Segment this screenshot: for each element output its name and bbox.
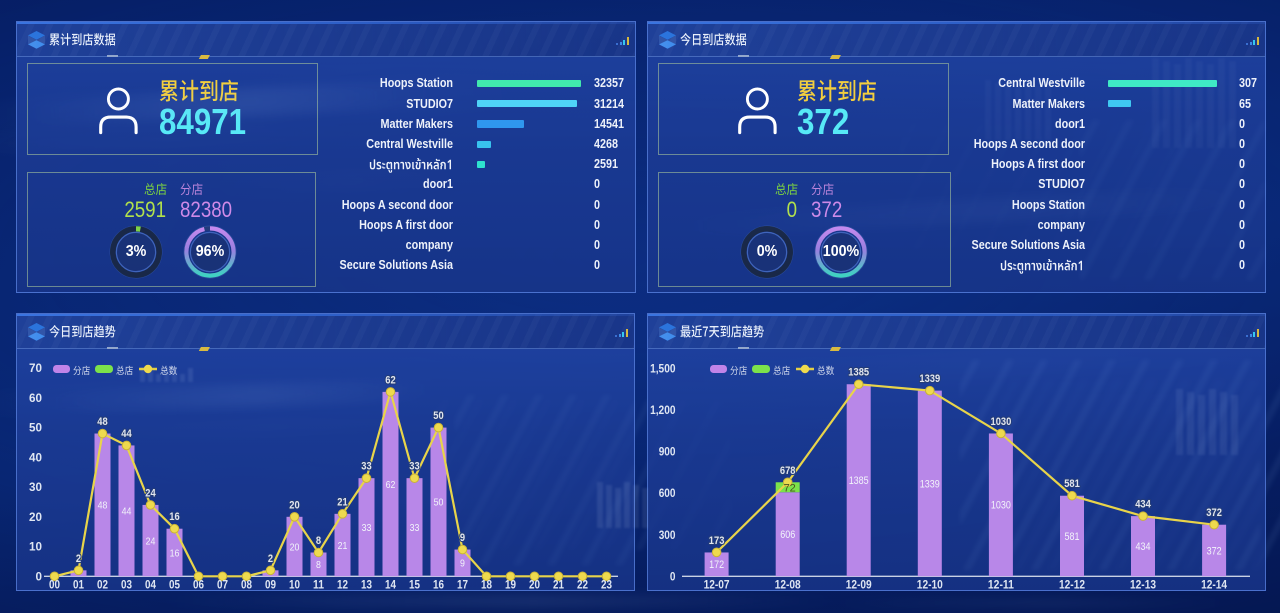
svg-text:23: 23 xyxy=(601,580,612,592)
svg-text:372: 372 xyxy=(1206,507,1222,519)
svg-text:1,200: 1,200 xyxy=(650,405,675,417)
svg-text:18: 18 xyxy=(481,580,493,592)
svg-text:16: 16 xyxy=(169,511,179,523)
svg-text:678: 678 xyxy=(780,465,796,477)
svg-text:434: 434 xyxy=(1136,541,1151,553)
svg-text:12-11: 12-11 xyxy=(988,580,1015,592)
svg-text:12-14: 12-14 xyxy=(1201,580,1228,592)
svg-text:12: 12 xyxy=(337,580,348,592)
svg-text:12-10: 12-10 xyxy=(917,580,943,592)
svg-text:600: 600 xyxy=(659,488,676,500)
svg-text:40: 40 xyxy=(29,452,42,464)
svg-text:372: 372 xyxy=(1207,545,1222,557)
svg-text:16: 16 xyxy=(433,580,444,592)
svg-text:172: 172 xyxy=(709,559,724,571)
svg-text:0: 0 xyxy=(670,571,676,583)
svg-text:2: 2 xyxy=(268,553,273,565)
svg-text:300: 300 xyxy=(659,530,676,542)
svg-text:22: 22 xyxy=(577,580,588,592)
svg-text:434: 434 xyxy=(1135,499,1151,511)
svg-text:17: 17 xyxy=(457,580,468,592)
svg-text:12-13: 12-13 xyxy=(1130,580,1156,592)
svg-text:33: 33 xyxy=(410,522,420,534)
svg-text:1385: 1385 xyxy=(848,367,869,379)
svg-text:12-08: 12-08 xyxy=(775,580,802,592)
svg-text:12-07: 12-07 xyxy=(704,580,730,592)
svg-text:14: 14 xyxy=(385,580,397,592)
svg-text:20: 20 xyxy=(529,580,540,592)
svg-text:20: 20 xyxy=(290,541,300,553)
svg-text:30: 30 xyxy=(29,482,42,494)
svg-text:48: 48 xyxy=(97,416,107,428)
svg-text:33: 33 xyxy=(409,461,419,473)
svg-text:11: 11 xyxy=(313,580,325,592)
svg-text:21: 21 xyxy=(337,496,347,508)
svg-text:21: 21 xyxy=(338,540,348,552)
svg-text:12-09: 12-09 xyxy=(846,580,872,592)
svg-text:581: 581 xyxy=(1064,478,1080,490)
svg-text:09: 09 xyxy=(265,580,276,592)
svg-text:1385: 1385 xyxy=(849,475,869,487)
svg-text:04: 04 xyxy=(145,580,157,592)
svg-text:21: 21 xyxy=(553,580,565,592)
svg-text:13: 13 xyxy=(361,580,372,592)
svg-text:1030: 1030 xyxy=(991,416,1012,428)
svg-text:19: 19 xyxy=(505,580,516,592)
svg-text:62: 62 xyxy=(385,374,395,386)
svg-text:02: 02 xyxy=(97,580,108,592)
svg-text:16: 16 xyxy=(170,547,180,559)
svg-text:05: 05 xyxy=(169,580,181,592)
svg-text:1339: 1339 xyxy=(920,478,940,490)
svg-text:0: 0 xyxy=(36,571,43,583)
svg-text:10: 10 xyxy=(29,542,42,554)
svg-text:48: 48 xyxy=(98,500,108,512)
svg-text:00: 00 xyxy=(49,580,60,592)
svg-text:24: 24 xyxy=(145,487,155,499)
svg-text:06: 06 xyxy=(193,580,204,592)
svg-text:50: 50 xyxy=(434,497,444,509)
svg-text:60: 60 xyxy=(29,393,42,405)
svg-text:581: 581 xyxy=(1065,531,1080,543)
svg-text:44: 44 xyxy=(122,506,132,518)
svg-text:07: 07 xyxy=(217,580,228,592)
svg-text:1339: 1339 xyxy=(919,373,940,385)
svg-text:173: 173 xyxy=(709,535,725,547)
svg-text:20: 20 xyxy=(289,499,299,511)
svg-text:33: 33 xyxy=(361,461,371,473)
svg-text:50: 50 xyxy=(433,410,443,422)
svg-text:900: 900 xyxy=(659,447,676,459)
svg-text:33: 33 xyxy=(362,522,372,534)
svg-text:01: 01 xyxy=(73,580,85,592)
svg-text:1,500: 1,500 xyxy=(650,363,675,375)
svg-text:24: 24 xyxy=(146,535,156,547)
svg-text:50: 50 xyxy=(29,423,42,435)
svg-text:44: 44 xyxy=(121,428,131,440)
svg-text:08: 08 xyxy=(241,580,253,592)
svg-text:03: 03 xyxy=(121,580,132,592)
svg-text:8: 8 xyxy=(316,559,321,571)
svg-text:62: 62 xyxy=(386,479,396,491)
svg-text:606: 606 xyxy=(780,529,795,541)
svg-text:70: 70 xyxy=(29,363,42,375)
svg-text:2: 2 xyxy=(76,553,81,565)
svg-text:15: 15 xyxy=(409,580,421,592)
svg-text:9: 9 xyxy=(460,532,465,544)
svg-text:12-12: 12-12 xyxy=(1059,580,1085,592)
svg-text:10: 10 xyxy=(289,580,300,592)
svg-text:9: 9 xyxy=(460,558,465,570)
svg-text:8: 8 xyxy=(316,535,321,547)
svg-text:1030: 1030 xyxy=(991,500,1011,512)
svg-text:72: 72 xyxy=(784,482,796,494)
svg-text:20: 20 xyxy=(29,512,42,524)
